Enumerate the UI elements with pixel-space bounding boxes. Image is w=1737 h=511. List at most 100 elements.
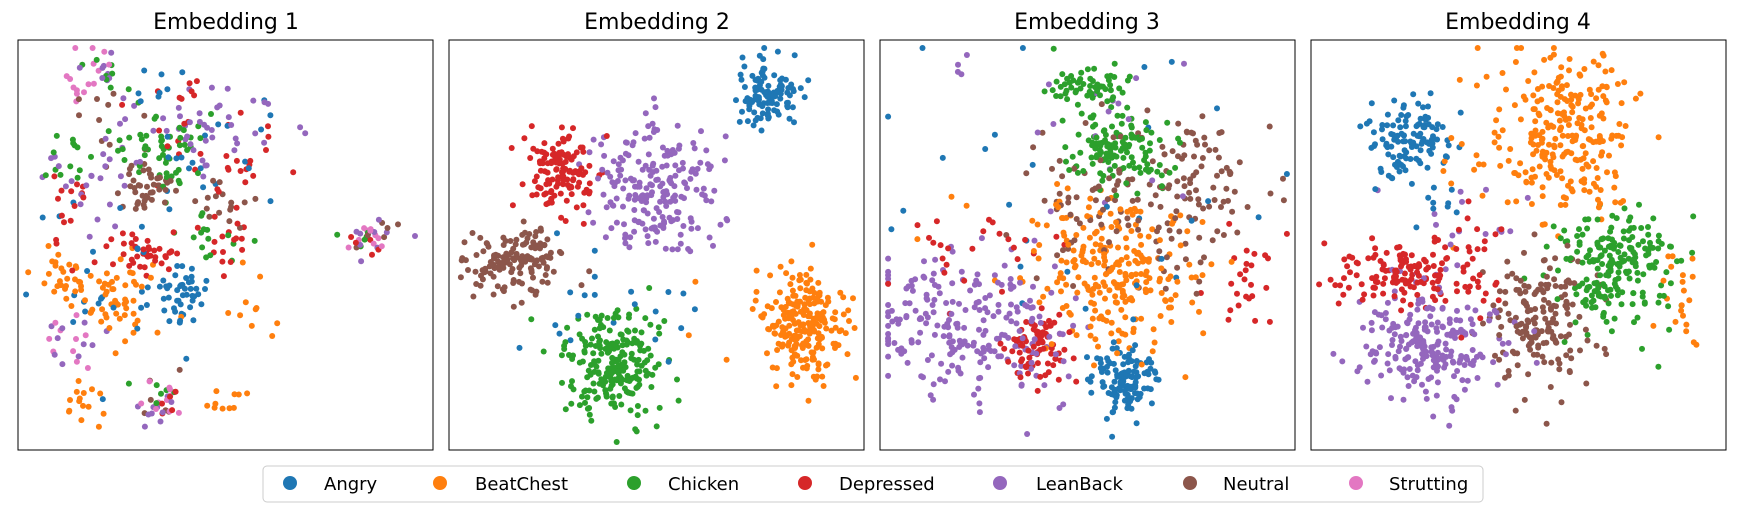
point-depressed bbox=[1237, 271, 1244, 278]
point-angry bbox=[1390, 154, 1397, 161]
point-chicken bbox=[606, 327, 613, 334]
point-beatchest bbox=[1593, 183, 1600, 190]
point-neutral bbox=[1521, 282, 1528, 289]
point-angry bbox=[752, 77, 759, 83]
point-neutral bbox=[1095, 183, 1102, 190]
point-beatchest bbox=[1096, 289, 1103, 296]
point-neutral bbox=[110, 90, 117, 97]
point-depressed bbox=[527, 155, 534, 161]
point-angry bbox=[156, 283, 163, 290]
point-depressed bbox=[579, 144, 586, 151]
point-leanback bbox=[956, 300, 962, 307]
point-neutral bbox=[1111, 187, 1118, 194]
point-angry bbox=[1082, 305, 1089, 312]
point-angry bbox=[805, 77, 812, 84]
point-leanback bbox=[1011, 362, 1018, 369]
point-depressed bbox=[578, 165, 585, 172]
point-leanback bbox=[703, 197, 710, 204]
point-beatchest bbox=[820, 383, 827, 389]
point-leanback bbox=[999, 331, 1005, 338]
point-angry bbox=[761, 45, 768, 51]
point-leanback bbox=[635, 218, 642, 225]
point-chicken bbox=[588, 417, 595, 424]
point-neutral bbox=[216, 209, 223, 216]
point-angry bbox=[665, 289, 672, 295]
point-beatchest bbox=[1499, 127, 1506, 134]
point-neutral bbox=[1531, 320, 1538, 327]
point-beatchest bbox=[1448, 180, 1455, 187]
legend: Angry BeatChest Chicken Depressed LeanBa… bbox=[262, 465, 1484, 503]
point-chicken bbox=[1113, 192, 1120, 199]
point-leanback bbox=[689, 166, 696, 173]
point-chicken bbox=[629, 390, 636, 397]
point-leanback bbox=[970, 339, 977, 346]
point-angry bbox=[98, 295, 104, 302]
point-depressed bbox=[1349, 254, 1356, 261]
point-beatchest bbox=[803, 271, 810, 278]
point-beatchest bbox=[1558, 64, 1565, 71]
point-chicken bbox=[1613, 215, 1620, 222]
point-depressed bbox=[1442, 297, 1449, 304]
point-angry bbox=[1401, 153, 1408, 160]
point-angry bbox=[177, 317, 184, 324]
point-chicken bbox=[603, 393, 610, 400]
point-chicken bbox=[1078, 69, 1085, 76]
point-beatchest bbox=[1550, 123, 1557, 130]
point-neutral bbox=[504, 256, 511, 263]
point-angry bbox=[1405, 112, 1412, 118]
point-beatchest bbox=[63, 283, 69, 289]
point-chicken bbox=[158, 143, 165, 150]
point-chicken bbox=[143, 132, 150, 139]
point-beatchest bbox=[1228, 258, 1235, 265]
point-angry bbox=[1420, 124, 1427, 131]
point-depressed bbox=[1403, 258, 1410, 265]
point-beatchest bbox=[1564, 98, 1571, 104]
point-beatchest bbox=[792, 332, 799, 339]
point-leanback bbox=[693, 186, 700, 193]
point-chicken bbox=[634, 412, 641, 419]
point-angry bbox=[1417, 147, 1424, 154]
point-neutral bbox=[540, 259, 547, 266]
point-beatchest bbox=[723, 356, 730, 363]
point-beatchest bbox=[832, 324, 839, 331]
point-leanback bbox=[930, 309, 937, 316]
point-neutral bbox=[513, 236, 520, 243]
point-depressed bbox=[263, 147, 269, 153]
point-depressed bbox=[581, 189, 588, 196]
point-beatchest bbox=[1565, 133, 1571, 139]
point-angry bbox=[1145, 371, 1152, 378]
point-neutral bbox=[1172, 215, 1179, 222]
legend-label-depressed: Depressed bbox=[839, 474, 935, 495]
point-neutral bbox=[535, 263, 542, 270]
point-angry bbox=[765, 106, 772, 113]
point-neutral bbox=[578, 282, 585, 289]
point-chicken bbox=[584, 394, 591, 401]
point-leanback bbox=[710, 242, 716, 249]
point-beatchest bbox=[1538, 96, 1545, 103]
point-beatchest bbox=[1122, 270, 1129, 277]
point-beatchest bbox=[1070, 247, 1077, 254]
point-leanback bbox=[1433, 392, 1440, 399]
point-depressed bbox=[1243, 260, 1250, 267]
point-beatchest bbox=[1130, 329, 1137, 336]
point-strutting bbox=[367, 227, 374, 234]
point-chicken bbox=[1615, 260, 1622, 267]
point-depressed bbox=[211, 238, 218, 245]
point-angry bbox=[1445, 142, 1452, 149]
point-leanback bbox=[1434, 379, 1441, 386]
point-beatchest bbox=[773, 299, 779, 305]
point-beatchest bbox=[1079, 249, 1086, 256]
point-neutral bbox=[1174, 264, 1181, 271]
point-chicken bbox=[1109, 96, 1115, 103]
point-leanback bbox=[908, 277, 915, 284]
point-leanback bbox=[102, 163, 109, 170]
point-chicken bbox=[1630, 290, 1637, 297]
point-chicken bbox=[631, 356, 637, 363]
point-neutral bbox=[1214, 172, 1220, 179]
point-chicken bbox=[153, 382, 160, 389]
point-leanback bbox=[1467, 316, 1474, 323]
point-neutral bbox=[1188, 129, 1195, 136]
point-beatchest bbox=[242, 299, 249, 306]
legend-marker-neutral bbox=[1183, 476, 1197, 490]
point-depressed bbox=[568, 191, 575, 198]
